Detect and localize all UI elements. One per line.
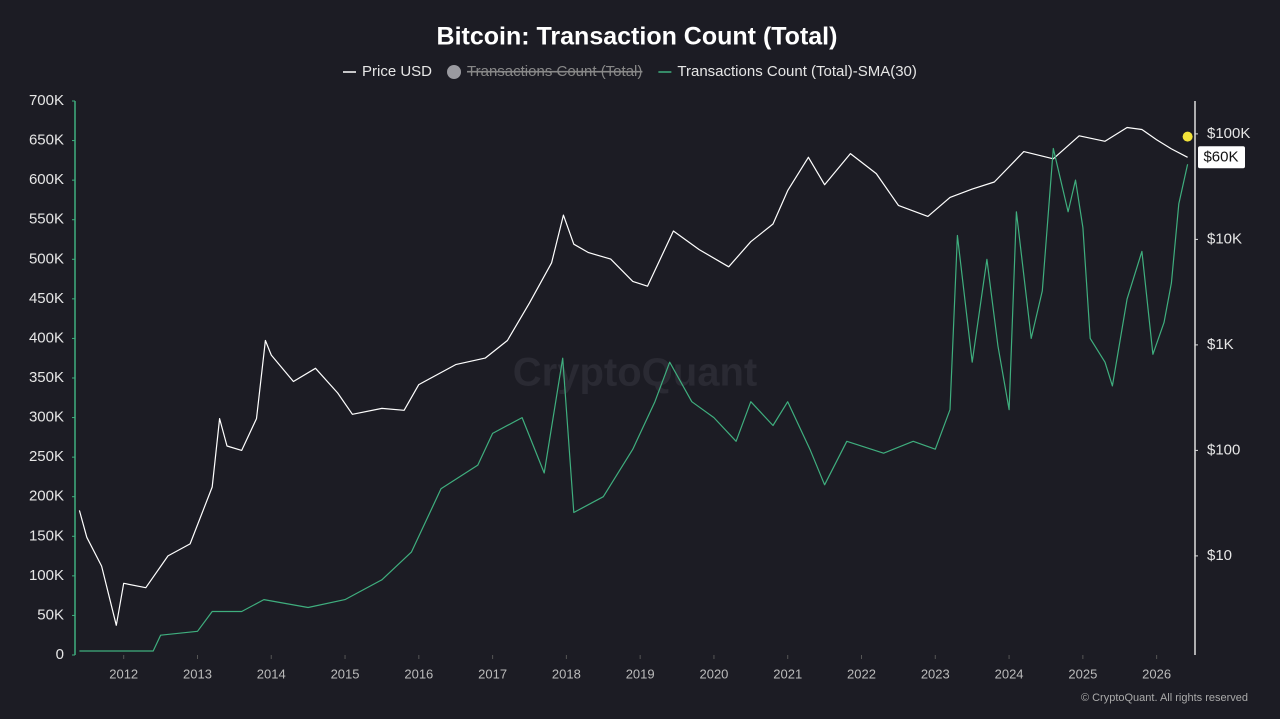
x-tick-label: 2015: [331, 666, 360, 681]
y-tick-label: 550K: [29, 211, 64, 228]
x-tick-label: 2024: [995, 666, 1024, 681]
y-tick-label: 400K: [29, 329, 64, 346]
y-tick-label: 50K: [37, 606, 64, 623]
x-tick-label: 2013: [183, 666, 212, 681]
y2-tick-label: $100K: [1207, 125, 1250, 142]
y-tick-label: 700K: [29, 92, 64, 109]
y-tick-label: 500K: [29, 250, 64, 267]
footer: © CryptoQuant. All rights reserved: [1081, 692, 1248, 704]
y2-tick-label: $1K: [1207, 336, 1234, 353]
last-value-tag: [1198, 146, 1245, 169]
y-tick-label: 650K: [29, 132, 64, 149]
y-tick-label: 350K: [29, 369, 64, 386]
legend-label[interactable]: Transactions Count (Total)-SMA(30): [677, 63, 917, 80]
y-tick-label: 600K: [29, 171, 64, 188]
last-value-label: $60K: [1203, 148, 1238, 165]
x-tick-label: 2018: [552, 666, 581, 681]
x-tick-label: 2012: [109, 666, 138, 681]
chart-title: Bitcoin: Transaction Count (Total): [437, 23, 838, 51]
watermark: CryptoQuant: [513, 351, 757, 395]
highlight-dot: [1182, 131, 1193, 142]
x-tick-label: 2020: [699, 666, 728, 681]
y-tick-label: 450K: [29, 290, 64, 307]
y-tick-label: 200K: [29, 488, 64, 505]
x-tick-label: 2019: [626, 666, 655, 681]
y2-tick-label: $10K: [1207, 230, 1242, 247]
y-tick-label: 300K: [29, 409, 64, 426]
x-tick-label: 2022: [847, 666, 876, 681]
y-tick-label: 100K: [29, 567, 64, 584]
x-tick-label: 2017: [478, 666, 507, 681]
y2-tick-label: $10: [1207, 547, 1232, 564]
y2-tick-label: $100: [1207, 441, 1240, 458]
tx-count-line: [79, 147, 1189, 652]
y-tick-label: 0: [56, 646, 64, 663]
x-tick-label: 2014: [257, 666, 286, 681]
price-line: [78, 126, 1188, 626]
legend-label[interactable]: Transactions Count (Total): [467, 63, 642, 80]
x-tick-label: 2025: [1068, 666, 1097, 681]
x-tick-label: 2026: [1142, 666, 1171, 681]
x-tick-label: 2023: [921, 666, 950, 681]
y-tick-label: 250K: [29, 448, 64, 465]
legend-label[interactable]: Price USD: [362, 63, 432, 80]
x-tick-label: 2016: [404, 666, 433, 681]
y-tick-label: 150K: [29, 527, 64, 544]
legend-swatch: [447, 65, 462, 79]
x-tick-label: 2021: [773, 666, 802, 681]
